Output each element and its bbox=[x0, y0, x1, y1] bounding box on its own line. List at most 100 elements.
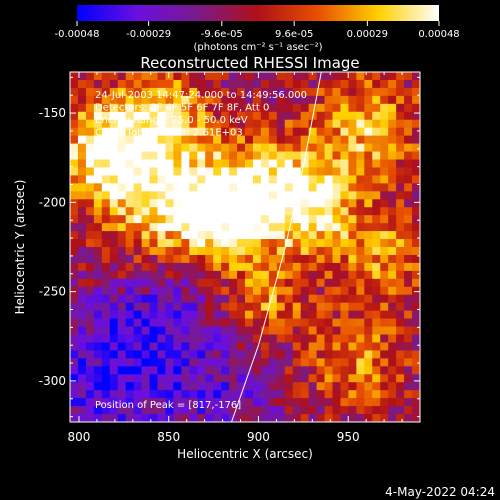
heatmap-cell bbox=[292, 175, 302, 184]
heatmap-cell bbox=[237, 199, 246, 208]
heatmap-cell bbox=[165, 326, 175, 336]
heatmap-cell bbox=[221, 254, 230, 264]
heatmap-cell bbox=[356, 231, 365, 240]
heatmap-cell bbox=[316, 374, 326, 383]
heatmap-cell bbox=[205, 398, 214, 407]
heatmap-cell bbox=[221, 143, 230, 153]
heatmap-cell bbox=[205, 151, 214, 161]
heatmap-cell bbox=[109, 326, 119, 336]
heatmap-cell bbox=[300, 135, 310, 145]
heatmap-cell bbox=[268, 199, 278, 208]
heatmap-cell bbox=[117, 398, 127, 407]
heatmap-cell bbox=[133, 310, 143, 320]
heatmap-cell bbox=[133, 254, 143, 264]
heatmap-cell bbox=[93, 72, 103, 81]
heatmap-cell bbox=[332, 103, 342, 113]
heatmap-cell bbox=[237, 350, 246, 359]
heatmap-cell bbox=[205, 79, 214, 89]
heatmap-cell bbox=[173, 262, 182, 272]
heatmap-cell bbox=[205, 326, 214, 336]
heatmap-cell bbox=[77, 334, 87, 344]
heatmap-cell bbox=[372, 135, 381, 145]
heatmap-cell bbox=[173, 87, 182, 97]
heatmap-cell bbox=[77, 72, 87, 81]
heatmap-cell bbox=[149, 310, 159, 320]
heatmap-cell bbox=[101, 310, 111, 320]
heatmap-cell bbox=[165, 159, 175, 169]
heatmap-cell bbox=[157, 87, 167, 97]
heatmap-cell bbox=[340, 135, 350, 145]
heatmap-cell bbox=[284, 95, 294, 105]
heatmap-cell bbox=[316, 215, 326, 224]
heatmap-cell bbox=[70, 127, 79, 137]
heatmap-cell bbox=[260, 151, 270, 161]
heatmap-cell bbox=[245, 111, 254, 121]
heatmap-cell bbox=[332, 87, 342, 97]
heatmap-cell bbox=[284, 207, 294, 216]
heatmap-cell bbox=[221, 207, 230, 216]
heatmap-cell bbox=[70, 366, 79, 375]
heatmap-cell bbox=[340, 334, 350, 344]
heatmap-cell bbox=[356, 334, 365, 344]
heatmap-cell bbox=[292, 103, 302, 113]
heatmap-cell bbox=[125, 262, 135, 272]
heatmap-cell bbox=[221, 398, 230, 407]
heatmap-cell bbox=[356, 207, 365, 216]
heatmap-cell bbox=[340, 119, 350, 129]
heatmap-cell bbox=[221, 406, 230, 415]
heatmap-cell bbox=[340, 95, 350, 105]
heatmap-cell bbox=[324, 159, 334, 169]
heatmap-cell bbox=[205, 278, 214, 288]
heatmap-cell bbox=[300, 191, 310, 200]
heatmap-cell bbox=[252, 390, 262, 399]
heatmap-cell bbox=[189, 334, 198, 344]
heatmap-cell bbox=[125, 127, 135, 137]
heatmap-cell bbox=[380, 358, 389, 367]
heatmap-cell bbox=[93, 334, 103, 344]
heatmap-cell bbox=[245, 302, 254, 312]
heatmap-cell bbox=[173, 358, 182, 367]
heatmap-cell bbox=[133, 350, 143, 359]
heatmap-cell bbox=[252, 143, 262, 153]
plot-frame bbox=[69, 71, 421, 423]
heatmap-cell bbox=[276, 294, 286, 304]
heatmap-cell bbox=[133, 159, 143, 169]
heatmap-cell bbox=[380, 326, 389, 336]
heatmap-cell bbox=[284, 398, 294, 407]
heatmap-cell bbox=[332, 406, 342, 415]
heatmap-cell bbox=[245, 390, 254, 399]
heatmap-cell bbox=[308, 175, 318, 184]
heatmap-cell bbox=[380, 270, 389, 280]
heatmap-cell bbox=[404, 406, 413, 415]
heatmap-cell bbox=[396, 278, 405, 288]
heatmap-cell bbox=[101, 326, 111, 336]
heatmap-cell bbox=[332, 207, 342, 216]
heatmap-cell bbox=[245, 103, 254, 113]
heatmap-cell bbox=[340, 151, 350, 161]
heatmap-cell bbox=[181, 310, 190, 320]
heatmap-cell bbox=[141, 95, 151, 105]
heatmap-cell bbox=[412, 318, 420, 328]
heatmap-cell bbox=[149, 239, 159, 248]
heatmap-cell bbox=[181, 167, 190, 177]
heatmap-cell bbox=[165, 382, 175, 391]
heatmap-cell bbox=[292, 318, 302, 328]
heatmap-cell bbox=[276, 278, 286, 288]
heatmap-cell bbox=[229, 342, 238, 352]
heatmap-cell bbox=[197, 358, 206, 367]
heatmap-cell bbox=[141, 167, 151, 177]
heatmap-cell bbox=[237, 95, 246, 105]
heatmap-cell bbox=[260, 382, 270, 391]
heatmap-cell bbox=[268, 72, 278, 81]
heatmap-cell bbox=[157, 398, 167, 407]
heatmap-cell bbox=[340, 366, 350, 375]
heatmap-cell bbox=[268, 414, 278, 422]
heatmap-cell bbox=[284, 366, 294, 375]
heatmap-cell bbox=[308, 135, 318, 145]
heatmap-cell bbox=[237, 286, 246, 296]
heatmap-cell bbox=[101, 103, 111, 113]
heatmap-cell bbox=[117, 103, 127, 113]
heatmap-cell bbox=[324, 294, 334, 304]
heatmap-cell bbox=[340, 167, 350, 177]
